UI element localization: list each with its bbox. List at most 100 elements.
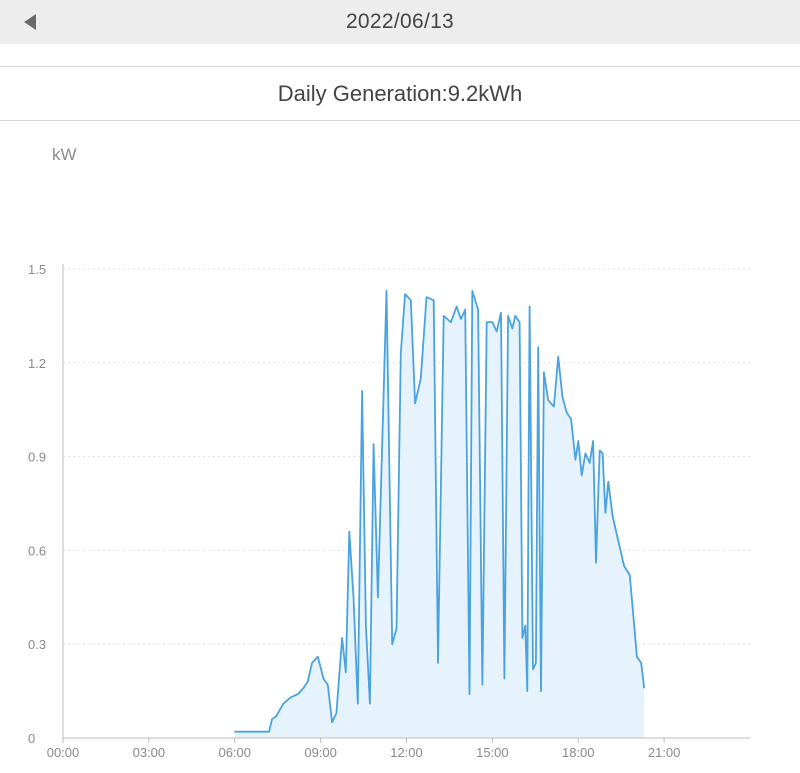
data-point [373, 443, 375, 445]
y-tick-label: 1.5 [28, 262, 46, 277]
data-point [468, 693, 471, 695]
x-tick-label: 03:00 [133, 745, 166, 760]
back-triangle-icon [24, 14, 36, 30]
data-point [348, 531, 350, 533]
data-point [311, 662, 313, 664]
data-point [507, 315, 509, 317]
data-point [327, 684, 329, 686]
x-tick-label: 09:00 [304, 745, 337, 760]
data-point [636, 656, 638, 658]
data-point [607, 481, 609, 483]
data-point [234, 731, 236, 733]
data-point [547, 399, 549, 401]
data-point [437, 662, 439, 664]
data-point [275, 715, 277, 717]
data-point [535, 662, 537, 664]
data-point [526, 690, 528, 692]
data-point [643, 687, 645, 689]
data-point [514, 315, 516, 317]
series-area [234, 290, 645, 738]
data-point [592, 440, 594, 442]
x-tick-label: 12:00 [390, 745, 423, 760]
data-point [271, 718, 273, 720]
data-point [464, 309, 466, 311]
data-point [617, 540, 619, 542]
data-point [456, 305, 458, 308]
data-point [268, 731, 270, 733]
data-point [433, 299, 435, 301]
data-point [553, 406, 555, 408]
data-point [425, 296, 428, 298]
data-point [511, 327, 513, 329]
data-point [307, 681, 309, 683]
data-point [566, 412, 568, 414]
data-point [529, 305, 531, 308]
back-button[interactable] [16, 8, 44, 36]
data-point [595, 562, 597, 564]
data-point [377, 596, 379, 598]
data-point [404, 293, 406, 295]
data-point [623, 565, 625, 567]
data-point [385, 290, 388, 292]
data-point [519, 321, 521, 323]
data-point [477, 309, 479, 311]
data-point [395, 628, 398, 630]
data-point [369, 703, 371, 705]
data-point [574, 459, 577, 461]
data-point [341, 637, 343, 639]
data-point [599, 449, 601, 451]
data-point [352, 596, 355, 598]
data-point [584, 452, 587, 455]
data-point [537, 346, 539, 348]
data-point [640, 662, 642, 664]
data-point [532, 668, 534, 670]
data-point [443, 315, 445, 317]
data-point [521, 637, 524, 639]
data-point [335, 712, 337, 714]
data-point [612, 515, 614, 517]
data-point [317, 656, 319, 658]
data-point [491, 321, 493, 323]
data-point [543, 371, 545, 373]
data-point [410, 299, 412, 301]
daily-generation-text: Daily Generation:9.2kWh [277, 80, 523, 106]
data-point [500, 312, 502, 314]
data-point [297, 693, 299, 695]
data-point [450, 321, 452, 323]
data-point [460, 318, 462, 320]
data-point [629, 574, 631, 577]
x-tick-label: 21:00 [648, 745, 681, 760]
data-point [524, 624, 526, 627]
data-point [290, 696, 292, 699]
data-point [357, 703, 359, 705]
y-tick-label: 0.6 [28, 543, 46, 558]
data-point [570, 418, 572, 420]
data-point [503, 678, 505, 680]
x-tick-label: 15:00 [476, 745, 509, 760]
data-point [414, 402, 416, 404]
axis-layer [62, 264, 750, 743]
x-tick-label: 06:00 [218, 745, 251, 760]
data-point [322, 678, 325, 680]
x-tick-label: 00:00 [47, 745, 80, 760]
data-point [602, 452, 604, 455]
data-point [361, 390, 363, 392]
data-point [365, 624, 367, 627]
data-point [391, 643, 393, 645]
data-point [589, 462, 591, 464]
area-layer [234, 290, 645, 738]
y-tick-label: 0.9 [28, 450, 46, 465]
data-point [540, 690, 542, 692]
data-point [345, 671, 347, 673]
data-point [282, 703, 284, 705]
y-tick-label: 1.2 [28, 356, 46, 371]
data-point [400, 352, 402, 354]
data-point [577, 440, 579, 442]
date-title: 2022/06/13 [345, 10, 455, 33]
data-point [557, 355, 559, 358]
data-point [481, 684, 483, 686]
data-point [604, 512, 607, 514]
data-point [496, 330, 498, 333]
y-tick-label: 0.3 [28, 637, 46, 652]
x-tick-label: 18:00 [562, 745, 595, 760]
